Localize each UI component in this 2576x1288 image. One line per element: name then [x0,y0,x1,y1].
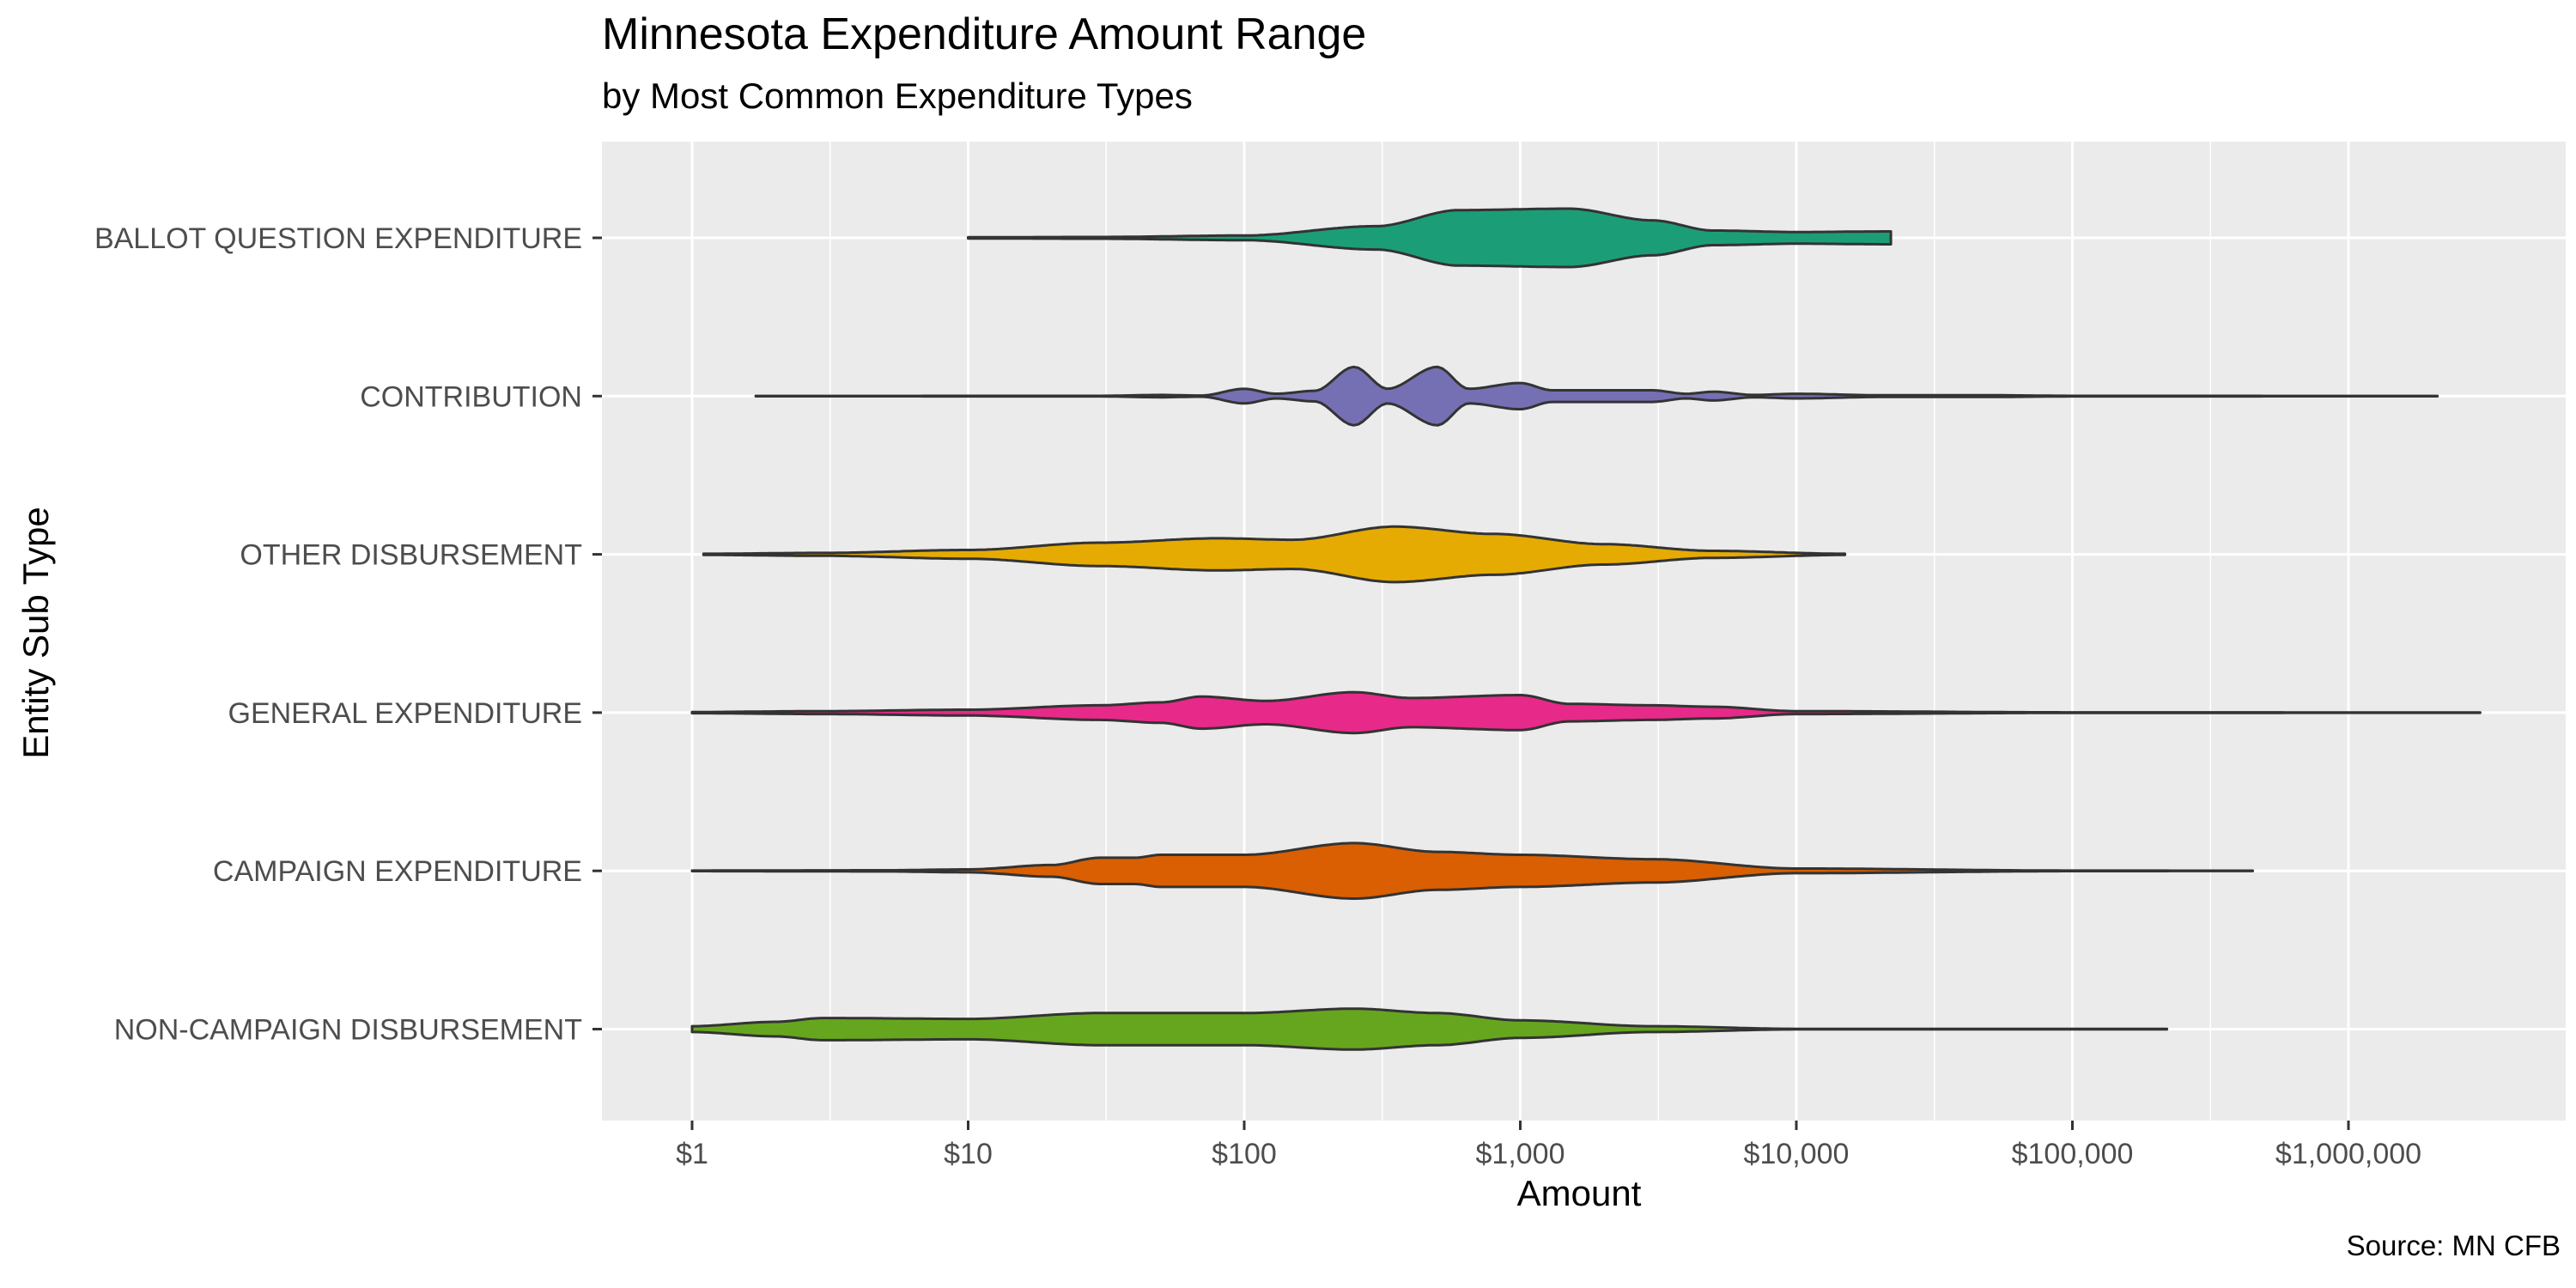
x-tick-label: $1,000,000 [2275,1138,2421,1170]
y-tick-label: NON-CAMPAIGN DISBURSEMENT [114,1014,582,1047]
violin-campaign-expenditure [690,841,2254,900]
minor-gridlines [829,142,2211,1121]
y-tick-label: BALLOT QUESTION EXPENDITURE [94,222,582,255]
y-tick-label: CAMPAIGN EXPENDITURE [213,855,582,888]
x-tick-label: $1 [676,1138,708,1170]
x-axis: $1 $10 $100 $1,000 $10,000 $100,000 $1,000,000 [676,1121,2421,1170]
chart-caption: Source: MN CFB [2346,1230,2561,1261]
plot-panel [602,142,2566,1121]
y-tick-label: CONTRIBUTION [360,380,582,413]
chart-title: Minnesota Expenditure Amount Range [602,9,1367,59]
x-tick-label: $100,000 [2012,1138,2134,1170]
x-tick-label: $10,000 [1744,1138,1850,1170]
violin-other-disbursement [702,525,1847,584]
x-tick-label: $1,000 [1476,1138,1565,1170]
violin-general-expenditure [690,690,2482,735]
x-tick-label: $100 [1212,1138,1277,1170]
y-tick-label: GENERAL EXPENDITURE [228,697,583,730]
violins [690,207,2482,1051]
chart-subtitle: by Most Common Expenditure Types [602,76,1193,116]
x-tick-label: $10 [944,1138,993,1170]
violin-contribution [754,365,2439,427]
y-tick-label: OTHER DISBURSEMENT [240,539,582,572]
y-axis: BALLOT QUESTION EXPENDITURE CONTRIBUTION O… [94,222,602,1047]
violin-ballot-question-expenditure [967,207,1893,269]
violin-non-campaign-disbursement [690,1007,2169,1051]
